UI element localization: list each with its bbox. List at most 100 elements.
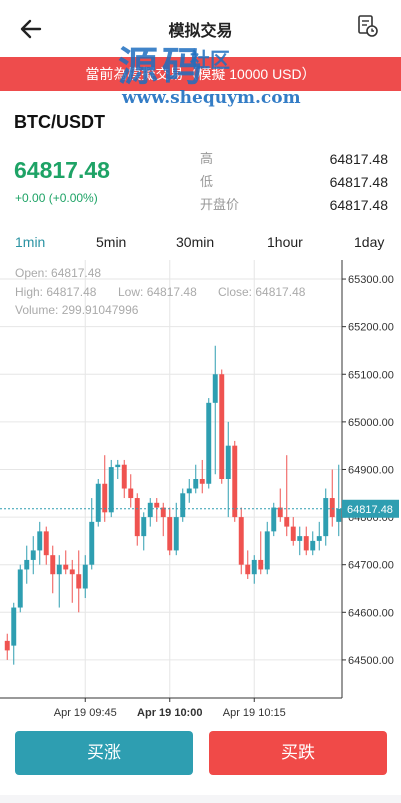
candle-body (206, 402, 212, 484)
candle-body (180, 493, 186, 518)
candle-body (89, 521, 95, 565)
candle-body (173, 517, 179, 551)
y-tick-label: 64700.00 (348, 560, 394, 572)
candle-body (264, 531, 270, 570)
arrow-left-icon[interactable] (18, 16, 44, 42)
candle-body (297, 536, 303, 541)
candlestick-chart[interactable]: 65300.00 65200.00 65100.00 65000.00 64900.00… (0, 260, 401, 722)
candle-body (212, 374, 218, 403)
candle-body (102, 483, 108, 513)
price-change: +0.00 (+0.00%) (15, 191, 98, 205)
candle-body (108, 467, 114, 513)
candle-body (50, 555, 56, 575)
stat-open: 开盘价 64817.48 (200, 196, 388, 219)
candle-body (95, 483, 101, 522)
demo-notice-banner: 當前為模擬交易（模擬 10000 USD） (0, 57, 401, 91)
candle-body (199, 479, 205, 484)
candle-body (329, 498, 335, 518)
candle-body (24, 559, 30, 570)
tab-30min[interactable]: 30min (176, 234, 215, 250)
stat-value: 64817.48 (329, 174, 388, 190)
candle-body (277, 507, 283, 518)
candle-body (82, 564, 88, 589)
y-tick-label: 65100.00 (348, 369, 394, 381)
current-price-tag (342, 499, 399, 518)
candle-body (225, 445, 231, 479)
last-price: 64817.48 (14, 157, 110, 183)
y-tick-label: 65300.00 (348, 274, 394, 286)
candle-body (251, 559, 257, 575)
candle-body (37, 531, 43, 551)
y-tick-label: 65200.00 (348, 322, 394, 334)
page-title: 模拟交易 (168, 23, 233, 40)
tab-1min[interactable]: 1min (15, 234, 46, 250)
candle-body (303, 536, 309, 551)
candle-body (245, 564, 251, 575)
y-tick-label: 64900.00 (348, 464, 394, 476)
stat-label: 开盘价 (200, 197, 240, 212)
interval-tabs: 1min 5min 30min 1hour 1day (0, 234, 401, 258)
ohlc-close-label: Close: 64817.48 (218, 285, 306, 299)
bottom-bar (0, 795, 401, 803)
top-bar: 模拟交易 (0, 0, 401, 57)
candle-body (284, 517, 290, 527)
candle-body (11, 607, 17, 646)
candle-body (316, 536, 322, 541)
candle-body (238, 517, 244, 565)
candle-body (30, 550, 36, 560)
candle-body (63, 564, 69, 570)
watermark-url: www.shequym.com (122, 88, 301, 108)
candle-body (154, 502, 160, 508)
ohlc-low-label: Low: 64817.48 (118, 285, 197, 299)
candle-body (121, 464, 127, 489)
stat-low: 低 64817.48 (200, 173, 388, 196)
stat-label: 低 (200, 174, 214, 189)
x-tick-label: Apr 19 09:45 (54, 707, 117, 719)
candle-body (17, 569, 23, 608)
price-stats: 高 64817.48 低 64817.48 开盘价 64817.48 (200, 150, 388, 219)
candle-body (128, 488, 134, 499)
candle-body (69, 569, 75, 575)
buy-down-button[interactable]: 买跌 (209, 731, 387, 775)
candle-body (271, 507, 277, 532)
candle-body (4, 640, 10, 651)
current-price-label: 64817.48 (347, 504, 393, 516)
ohlc-volume-label: Volume: 299.91047996 (15, 303, 139, 317)
stat-value: 64817.48 (329, 197, 388, 213)
candle-body (336, 508, 342, 522)
history-clock-icon[interactable] (357, 14, 379, 38)
tab-1hour[interactable]: 1hour (267, 234, 303, 250)
candle-body (193, 479, 199, 489)
stat-high: 高 64817.48 (200, 150, 388, 173)
candle-body (167, 517, 173, 551)
tab-5min[interactable]: 5min (96, 234, 127, 250)
candle-body (141, 517, 147, 537)
candle-body (219, 374, 225, 479)
ohlc-high-label: High: 64817.48 (15, 285, 97, 299)
x-tick-label: Apr 19 10:15 (223, 707, 286, 719)
candle-body (323, 498, 329, 537)
stat-label: 高 (200, 151, 214, 166)
candle-body (310, 540, 316, 551)
candle-body (232, 445, 238, 518)
candle-body (43, 531, 49, 556)
watermark-logo-sub: 社区 (190, 50, 230, 72)
candle-body (134, 498, 140, 537)
tab-1day[interactable]: 1day (354, 234, 385, 250)
stat-value: 64817.48 (329, 151, 388, 167)
candle-body (115, 464, 121, 468)
watermark-logo: 源码 (118, 43, 206, 90)
candle-body (258, 559, 264, 570)
candle-body (186, 488, 192, 494)
y-tick-label: 64600.00 (348, 607, 394, 619)
buy-up-button[interactable]: 买涨 (15, 731, 193, 775)
candle-body (76, 574, 82, 589)
candle-body (290, 526, 296, 541)
y-tick-label: 65000.00 (348, 417, 394, 429)
ohlc-open-label: Open: 64817.48 (15, 266, 101, 280)
y-tick-label: 64500.00 (348, 655, 394, 667)
x-tick-label: Apr 19 10:00 (137, 707, 202, 719)
candle-body (160, 507, 166, 518)
trading-pair: BTC/USDT (14, 112, 105, 132)
candle-body (147, 502, 153, 518)
